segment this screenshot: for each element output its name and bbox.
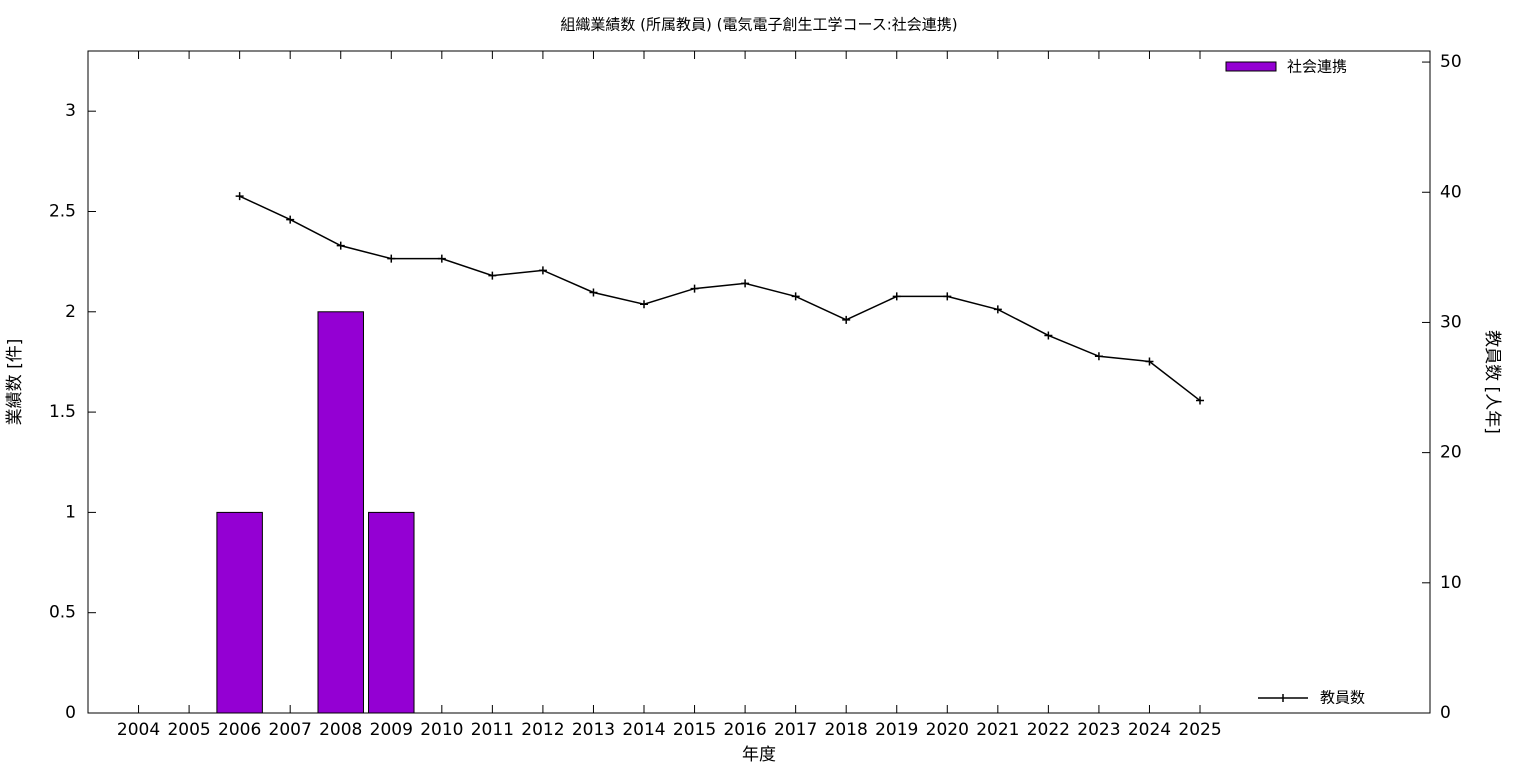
legend-line: [1258, 694, 1308, 702]
y2-tick-label: 20: [1440, 443, 1462, 463]
point: [488, 271, 497, 280]
point: [1044, 331, 1053, 340]
x-tick-label: 2018: [825, 720, 868, 740]
point: [640, 300, 649, 309]
y2-tick-label: 50: [1440, 52, 1462, 72]
x-tick-label: 2010: [420, 720, 463, 740]
y2-tick-label: 10: [1440, 573, 1462, 593]
point: [437, 254, 446, 263]
plot-frame: [87, 50, 1431, 714]
point: [387, 254, 396, 263]
x-tick-label: 2022: [1027, 720, 1070, 740]
legend-swatch: [1225, 61, 1277, 72]
y-tick-label: 0.5: [49, 603, 76, 623]
x-tick-label: 2009: [370, 720, 413, 740]
bar: [216, 511, 263, 714]
point: [336, 241, 345, 250]
x-tick-label: 2024: [1128, 720, 1171, 740]
line: [239, 195, 1201, 402]
y-axis-label: 業績数 [件]: [5, 339, 25, 426]
x-axis-label: 年度: [742, 745, 776, 765]
y2-axis-label: 教員数 [人年]: [1482, 330, 1502, 434]
point: [993, 305, 1002, 314]
chart-title: 組織業績数 (所属教員) (電気電子創生工学コース:社会連携): [560, 16, 957, 34]
x-tick-label: 2016: [723, 720, 766, 740]
point: [943, 292, 952, 301]
x-tick-label: 2021: [976, 720, 1019, 740]
x-tick-label: 2012: [521, 720, 564, 740]
x-tick-label: 2014: [622, 720, 665, 740]
x-tick-label: 2020: [926, 720, 969, 740]
point: [235, 192, 244, 201]
x-tick-label: 2004: [117, 720, 160, 740]
point: [842, 315, 851, 324]
y-tick-label: 2.5: [49, 201, 76, 221]
x-tick-label: 2008: [319, 720, 362, 740]
bar: [368, 511, 415, 714]
point: [286, 215, 295, 224]
x-tick-label: 2015: [673, 720, 716, 740]
y-tick-label: 1: [65, 502, 76, 522]
point: [538, 266, 547, 275]
point: [1094, 352, 1103, 361]
x-tick-label: 2013: [572, 720, 615, 740]
x-tick-label: 2017: [774, 720, 817, 740]
point: [589, 288, 598, 297]
x-tick-label: 2025: [1178, 720, 1221, 740]
y-tick-label: 2: [65, 302, 76, 322]
x-tick-label: 2006: [218, 720, 261, 740]
point: [892, 292, 901, 301]
point: [1196, 396, 1205, 405]
legend-label: 社会連携: [1287, 58, 1347, 76]
y2-tick-label: 30: [1440, 312, 1462, 332]
legend-label: 教員数: [1320, 689, 1365, 707]
y-tick-label: 1.5: [49, 402, 76, 422]
y-tick-label: 3: [65, 101, 76, 121]
x-tick-label: 2019: [875, 720, 918, 740]
point: [741, 279, 750, 288]
y2-tick-label: 0: [1440, 703, 1451, 723]
x-tick-label: 2005: [167, 720, 210, 740]
x-tick-label: 2011: [471, 720, 514, 740]
x-tick-label: 2023: [1077, 720, 1120, 740]
y-tick-label: 0: [65, 703, 76, 723]
point: [1145, 357, 1154, 366]
y2-tick-label: 40: [1440, 182, 1462, 202]
point: [791, 292, 800, 301]
x-tick-label: 2007: [269, 720, 312, 740]
point: [690, 284, 699, 293]
bar: [317, 311, 364, 714]
